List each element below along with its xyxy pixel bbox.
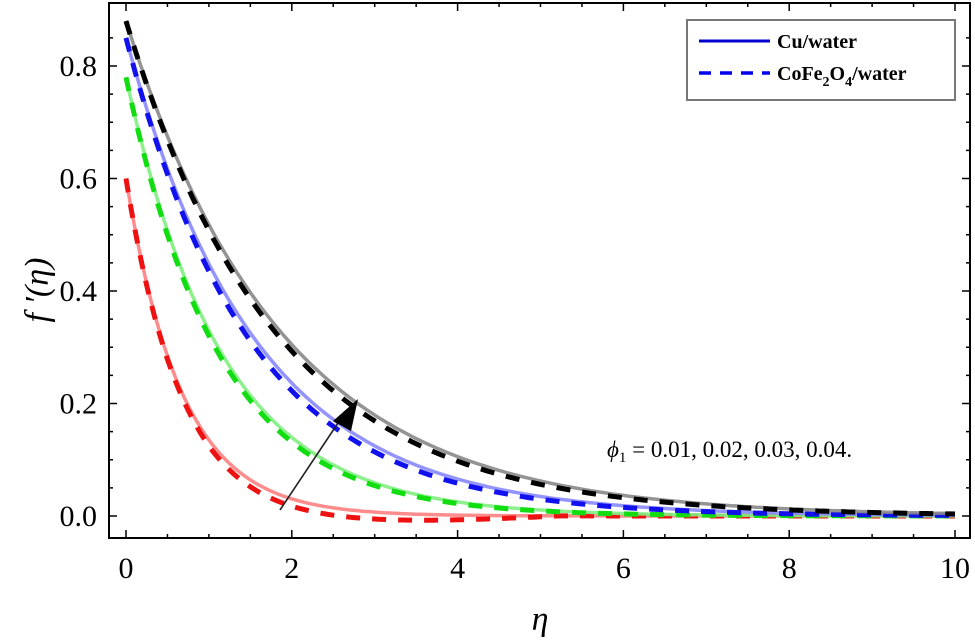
y-tick-label: 0.0 (60, 500, 98, 533)
x-axis-title: η (532, 601, 549, 638)
increase-arrow (279, 399, 358, 511)
legend-label-cofe2o4-water: CoFe2O4/water (777, 63, 907, 90)
x-tick-label: 2 (284, 552, 299, 585)
legend-label-cu-water: Cu/water (777, 31, 857, 53)
x-tick-label: 10 (940, 552, 970, 585)
x-tick-label: 6 (616, 552, 631, 585)
y-axis-title: f ′(η) (19, 258, 56, 323)
curve-dashed (123, 37, 955, 518)
axis-ticks (109, 3, 970, 538)
arrow-head-icon (333, 399, 358, 431)
x-tick-label: 4 (450, 552, 465, 585)
x-tick-label: 0 (119, 552, 134, 585)
y-tick-label: 0.8 (60, 50, 98, 83)
phi-annotation: ϕ1 = 0.01, 0.02, 0.03, 0.04. (607, 437, 852, 466)
curves (123, 20, 956, 523)
x-tick-label: 8 (782, 552, 797, 585)
y-tick-label: 0.2 (60, 388, 98, 421)
y-tick-label: 0.6 (60, 163, 98, 196)
x-tick-labels: 0 2 4 6 8 10 (119, 552, 971, 585)
legend: Cu/water CoFe2O4/water (686, 19, 956, 101)
y-tick-label: 0.4 (60, 275, 98, 308)
curve-dashed (123, 20, 956, 517)
y-tick-labels: 0.0 0.2 0.4 0.6 0.8 (60, 50, 98, 533)
